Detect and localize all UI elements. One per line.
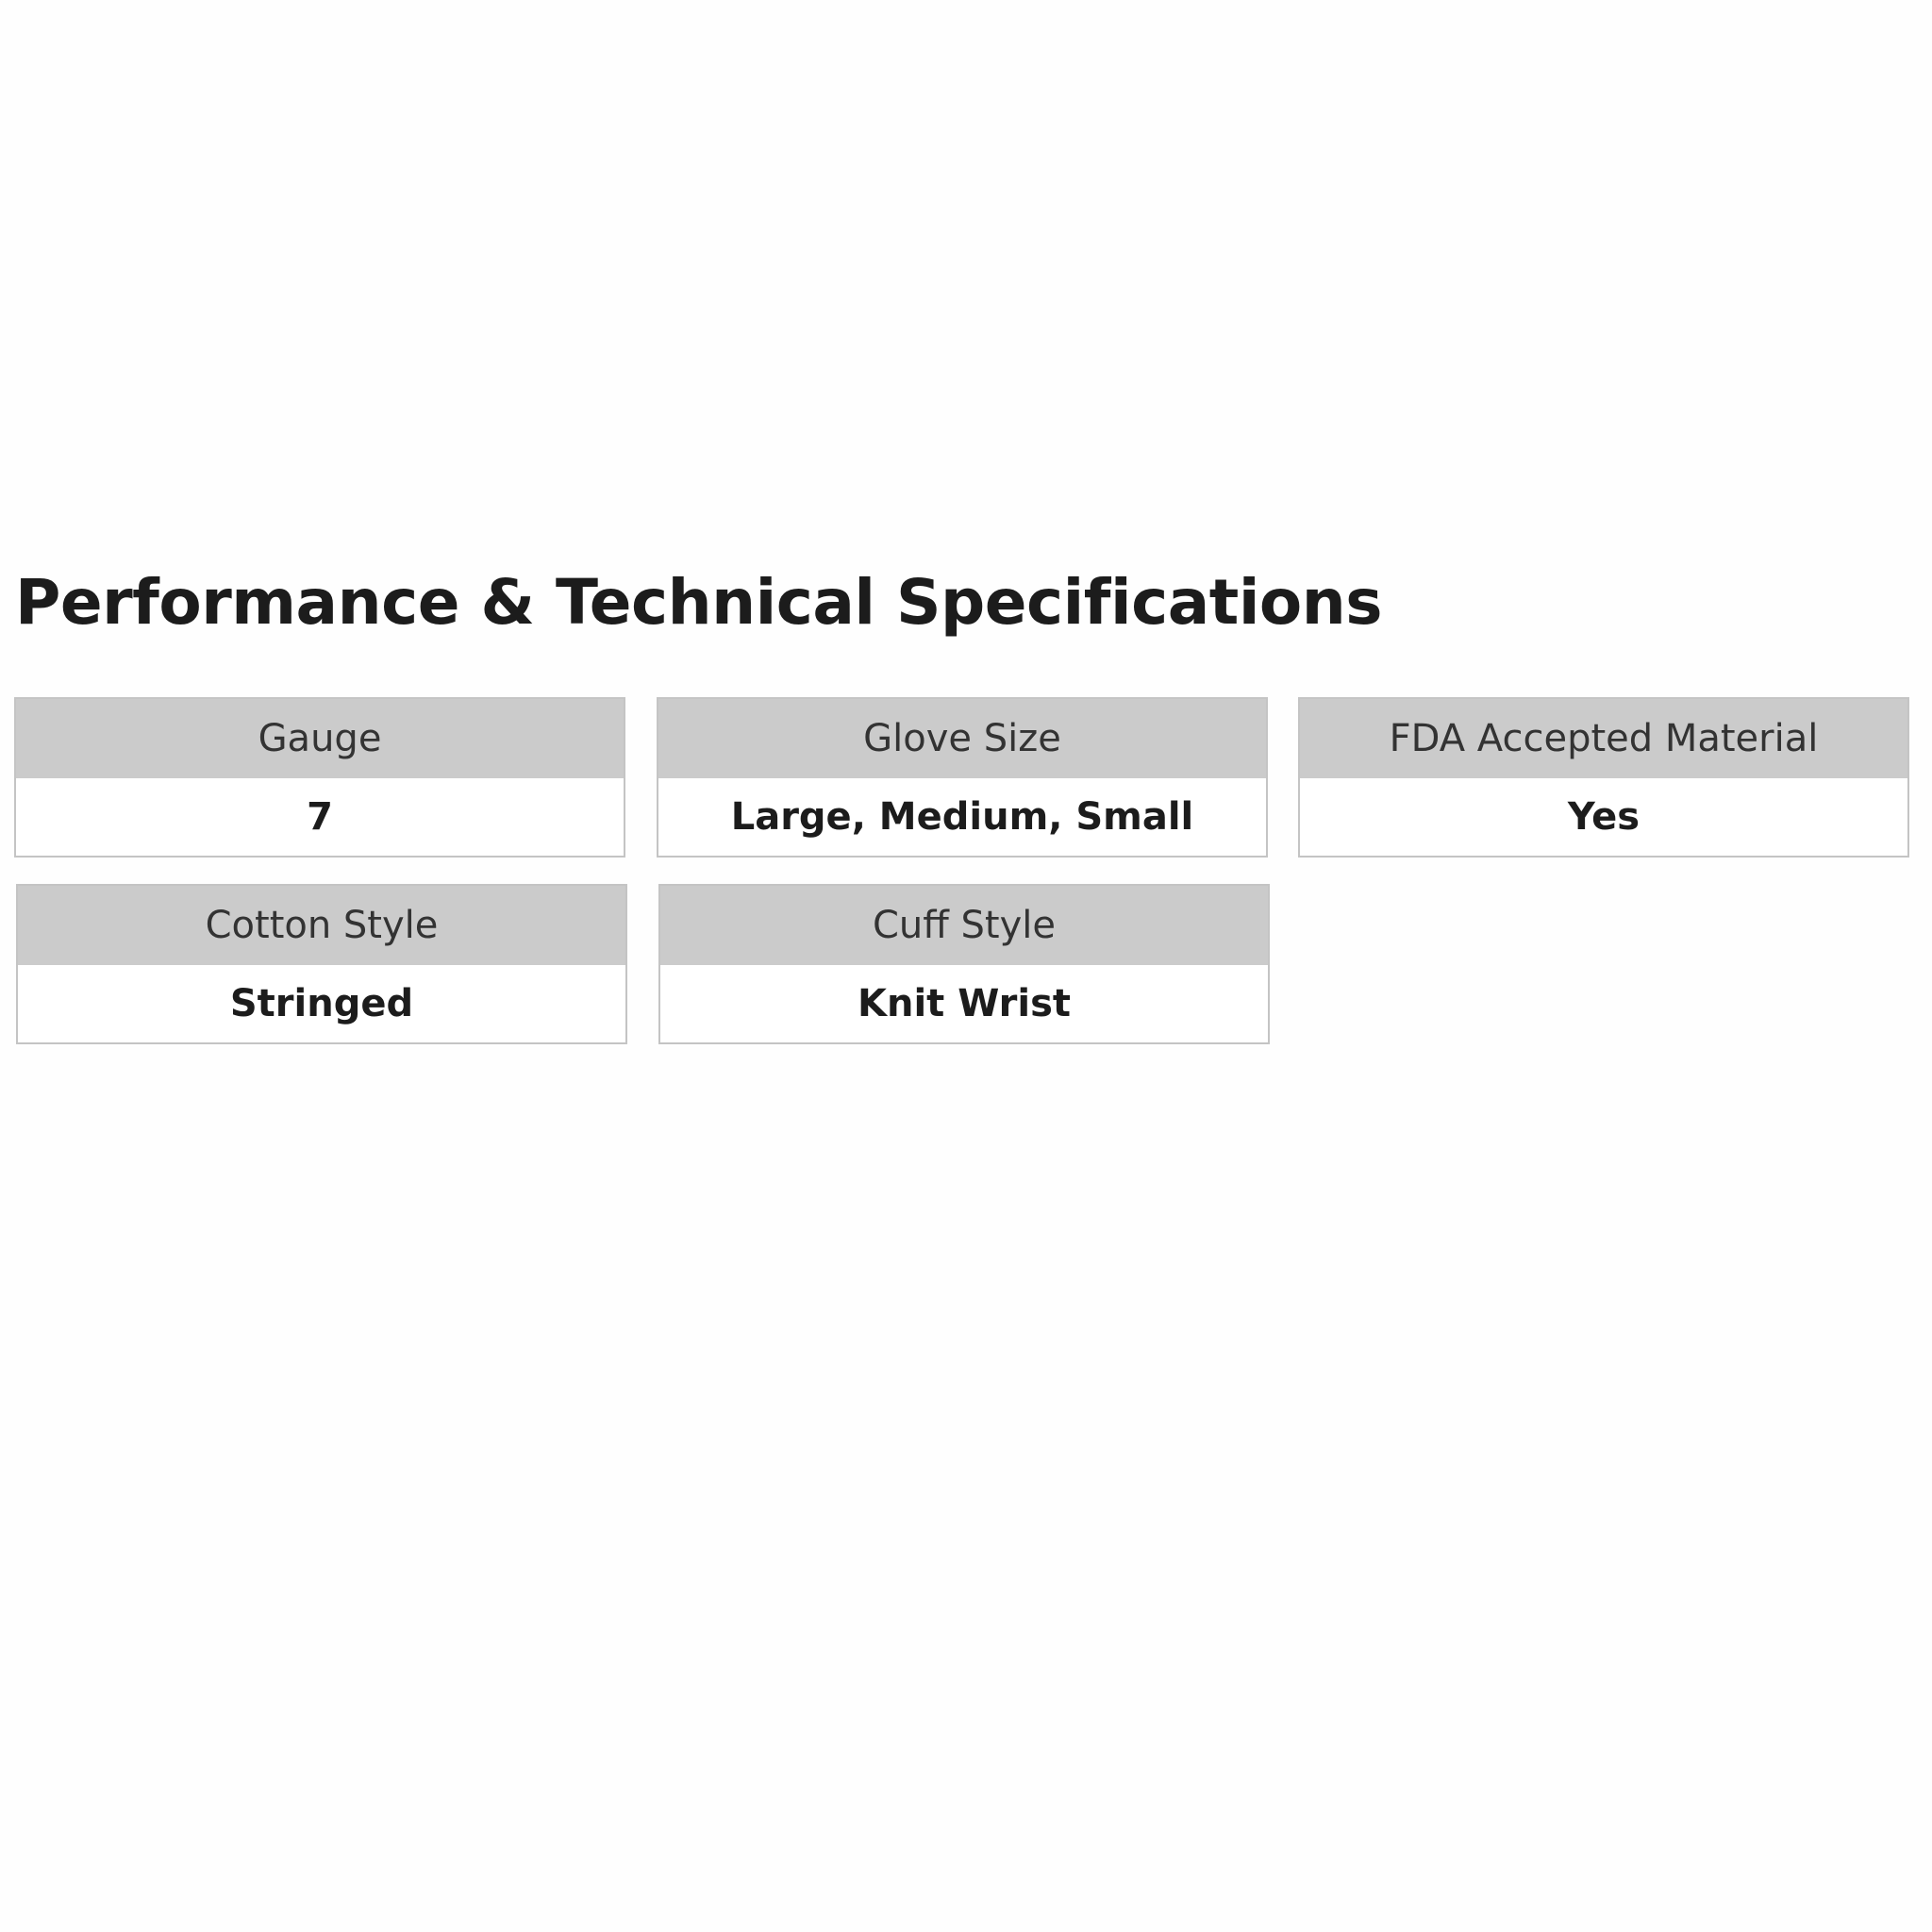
spec-label: Cuff Style: [660, 886, 1268, 965]
spec-value: Stringed: [229, 982, 414, 1025]
spec-value: Yes: [1567, 795, 1641, 839]
spec-card-cotton-style: Cotton Style Stringed: [16, 884, 627, 1044]
spec-card-glove-size: Glove Size Large, Medium, Small: [657, 697, 1268, 858]
spec-card-fda-accepted-material: FDA Accepted Material Yes: [1298, 697, 1909, 858]
spec-value: 7: [307, 795, 333, 839]
page-title: Performance & Technical Specifications: [15, 566, 1383, 639]
spec-value: Knit Wrist: [857, 982, 1071, 1025]
spec-label: Glove Size: [658, 699, 1266, 778]
spec-card-cuff-style: Cuff Style Knit Wrist: [658, 884, 1270, 1044]
spec-label: FDA Accepted Material: [1300, 699, 1907, 778]
spec-card-gauge: Gauge 7: [14, 697, 625, 858]
spec-value: Large, Medium, Small: [730, 795, 1194, 839]
spec-label: Gauge: [16, 699, 624, 778]
spec-label: Cotton Style: [18, 886, 625, 965]
